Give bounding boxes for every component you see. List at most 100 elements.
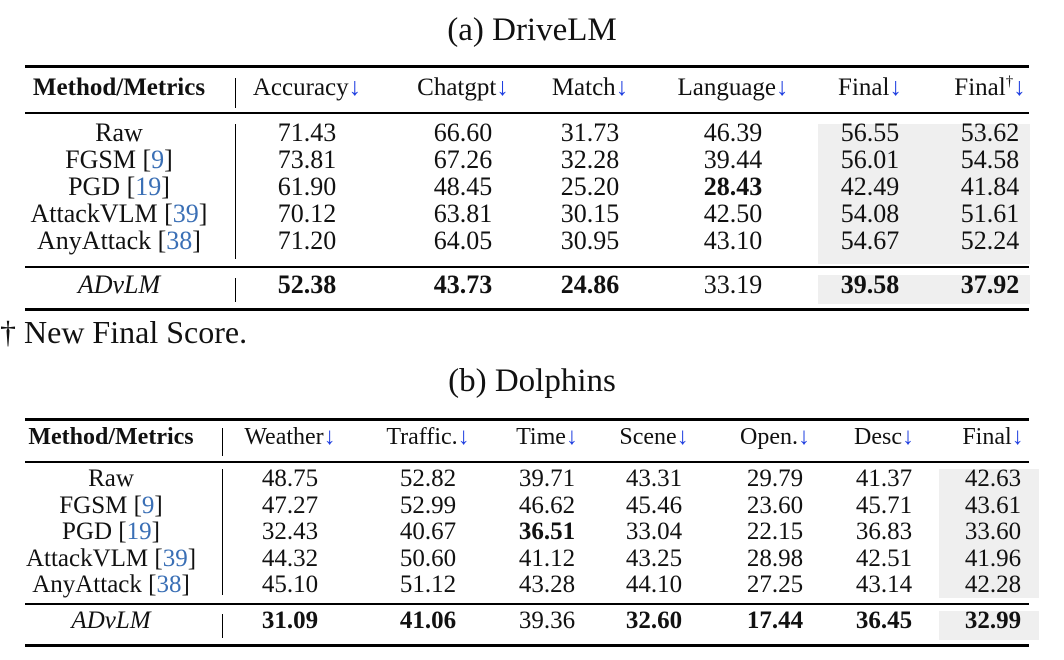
vbar-body-b [222,469,224,595]
header-label: Method/Metrics [32,74,206,101]
header-cell: Accuracy↓ [253,74,361,102]
header-label: Traffic. [386,424,458,450]
table-value: 67.26 [433,145,493,174]
down-arrow-icon: ↓ [676,424,689,450]
table-value: 30.15 [560,199,620,228]
down-arrow-icon: ↓ [776,74,789,101]
header-label: Final [962,424,1012,450]
table-value: 71.20 [277,226,337,255]
header-label: Time [516,424,566,450]
down-arrow-icon: ↓ [797,424,810,450]
header-rule-a [25,112,1029,114]
table-value: 25.20 [560,172,620,201]
header-cell: Scene↓ [619,424,688,451]
header-rule-b [25,461,1029,463]
table-value: 42.51 [855,544,913,572]
header-cell: Method/Metrics [33,74,205,102]
table-value: 42.50 [703,199,763,228]
table-value-ours: 33.19 [703,270,763,299]
table-value: 71.43 [277,118,337,147]
method-cell-ours: ADvLM [77,270,161,299]
table-value: 36.51 [518,518,576,546]
method-cell: FGSM [9] [59,491,163,519]
table-value: 56.01 [840,145,900,174]
header-label: Final [838,74,890,101]
table-value: 50.60 [399,544,457,572]
table-value: 43.31 [625,465,683,492]
header-cell: Language↓ [677,74,788,102]
table-value-ours: 17.44 [746,607,804,634]
table-value: 45.10 [261,571,319,599]
method-cell: AttackVLM [39] [30,199,208,228]
table-value: 54.58 [960,145,1020,174]
table-value: 36.83 [855,518,913,546]
table-value-ours: 36.45 [855,607,913,634]
header-cell: Method/Metrics [28,424,193,451]
header-label: Final [954,74,1006,101]
bottom-rule-a [25,308,1029,311]
header-cell: Chatgpt↓ [417,74,509,102]
footnote: † New Final Score. [0,314,248,350]
table-value: 51.61 [960,199,1020,228]
top-rule-a [25,65,1029,68]
dagger-mark: † [1005,73,1014,90]
table-value: 70.12 [277,199,337,228]
table-value: 61.90 [277,172,337,201]
bottom-rule-b [25,644,1029,647]
citation-link[interactable]: 38 [166,226,193,255]
citation-link[interactable]: 38 [156,571,182,599]
table-value: 43.10 [703,226,763,255]
table-value: 41.96 [964,544,1022,572]
method-cell: AttackVLM [39] [25,544,197,572]
vbar-header-b [222,428,224,456]
table-value: 41.37 [855,465,913,492]
citation-link[interactable]: 19 [135,172,162,201]
table-value-ours: 31.09 [261,607,319,634]
top-rule-b [25,418,1029,421]
method-cell: AnyAttack [38] [32,571,190,599]
shade-body-b [939,469,1039,598]
table-value: 29.79 [746,465,804,492]
citation-link[interactable]: 9 [141,491,155,519]
table-value: 31.73 [560,118,620,147]
header-label: Method/Metrics [28,424,194,450]
table-value: 42.49 [840,172,900,201]
method-name: PGD [68,172,121,201]
header-label: Scene [619,424,677,450]
table-value: 28.98 [746,544,804,572]
method-name: Raw [88,465,134,492]
table-value: 22.15 [746,518,804,546]
table-value: 43.28 [518,571,576,599]
header-label: Weather [244,424,324,450]
citation-link[interactable]: 39 [172,199,199,228]
vbar-ours-b [222,614,224,638]
table-value-ours: 32.99 [964,607,1022,634]
vbar-body-a [235,124,237,259]
table-value: 66.60 [433,118,493,147]
table-value: 48.45 [433,172,493,201]
method-name: PGD [62,518,113,546]
table-value: 42.28 [964,571,1022,599]
mid-rule-a [25,266,1029,268]
method-cell: PGD [19] [68,172,170,201]
header-cell: Open.↓ [740,424,810,451]
citation-link[interactable]: 39 [162,544,188,572]
table-value: 64.05 [433,226,493,255]
citation-link[interactable]: 9 [151,145,165,174]
method-name: AnyAttack [37,226,152,255]
table-value: 46.62 [518,491,576,519]
vbar-ours-a [235,278,237,302]
citation-link[interactable]: 19 [126,518,152,546]
table-value: 33.04 [625,518,683,546]
header-label: Match [551,74,616,101]
table-value: 44.10 [625,571,683,599]
table-value: 23.60 [746,491,804,519]
down-arrow-icon: ↓ [901,424,914,450]
table-value: 41.84 [960,172,1020,201]
method-name: AttackVLM [30,199,158,228]
header-cell: Desc↓ [854,424,914,451]
table-value: 30.95 [560,226,620,255]
table-value: 46.39 [703,118,763,147]
table-value: 56.55 [840,118,900,147]
table-value-ours: 41.06 [399,607,457,634]
